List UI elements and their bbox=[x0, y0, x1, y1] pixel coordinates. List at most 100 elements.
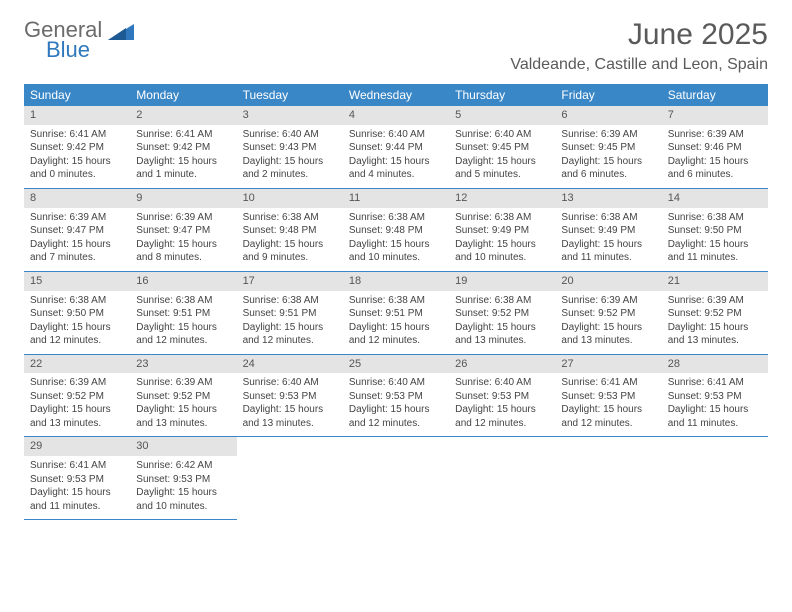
daylight-line: Daylight: 15 hours and 10 minutes. bbox=[455, 238, 549, 265]
day-body: Sunrise: 6:38 AMSunset: 9:52 PMDaylight:… bbox=[449, 294, 555, 348]
sunset-line: Sunset: 9:53 PM bbox=[243, 390, 337, 404]
day-cell: 24Sunrise: 6:40 AMSunset: 9:53 PMDayligh… bbox=[237, 355, 343, 438]
day-number: 19 bbox=[449, 272, 555, 291]
sunset-line: Sunset: 9:48 PM bbox=[349, 224, 443, 238]
day-body: Sunrise: 6:41 AMSunset: 9:53 PMDaylight:… bbox=[24, 459, 130, 513]
day-body: Sunrise: 6:40 AMSunset: 9:53 PMDaylight:… bbox=[449, 376, 555, 430]
day-cell: 6Sunrise: 6:39 AMSunset: 9:45 PMDaylight… bbox=[555, 106, 661, 189]
daylight-line: Daylight: 15 hours and 11 minutes. bbox=[668, 403, 762, 430]
sunrise-line: Sunrise: 6:38 AM bbox=[455, 294, 549, 308]
day-number: 11 bbox=[343, 189, 449, 208]
day-cell: 7Sunrise: 6:39 AMSunset: 9:46 PMDaylight… bbox=[662, 106, 768, 189]
sunrise-line: Sunrise: 6:41 AM bbox=[668, 376, 762, 390]
sunset-line: Sunset: 9:45 PM bbox=[455, 141, 549, 155]
sunset-line: Sunset: 9:52 PM bbox=[668, 307, 762, 321]
day-cell bbox=[555, 437, 661, 520]
daylight-line: Daylight: 15 hours and 5 minutes. bbox=[455, 155, 549, 182]
sunset-line: Sunset: 9:49 PM bbox=[561, 224, 655, 238]
daylight-line: Daylight: 15 hours and 11 minutes. bbox=[561, 238, 655, 265]
sunrise-line: Sunrise: 6:39 AM bbox=[668, 294, 762, 308]
daylight-line: Daylight: 15 hours and 7 minutes. bbox=[30, 238, 124, 265]
day-body: Sunrise: 6:39 AMSunset: 9:52 PMDaylight:… bbox=[24, 376, 130, 430]
day-number: 1 bbox=[24, 106, 130, 125]
sunset-line: Sunset: 9:47 PM bbox=[136, 224, 230, 238]
sunset-line: Sunset: 9:45 PM bbox=[561, 141, 655, 155]
day-cell: 28 Sunrise: 6:41 AMSunset: 9:53 PMDayligh… bbox=[662, 355, 768, 438]
sunset-line: Sunset: 9:52 PM bbox=[30, 390, 124, 404]
sunset-line: Sunset: 9:48 PM bbox=[243, 224, 337, 238]
daylight-line: Daylight: 15 hours and 10 minutes. bbox=[349, 238, 443, 265]
daylight-line: Daylight: 15 hours and 2 minutes. bbox=[243, 155, 337, 182]
daylight-line: Daylight: 15 hours and 12 minutes. bbox=[349, 321, 443, 348]
sunrise-line: Sunrise: 6:39 AM bbox=[561, 294, 655, 308]
day-body: Sunrise: 6:38 AMSunset: 9:48 PMDaylight:… bbox=[343, 211, 449, 265]
day-cell: 26Sunrise: 6:40 AMSunset: 9:53 PMDayligh… bbox=[449, 355, 555, 438]
day-cell bbox=[343, 437, 449, 520]
day-body: Sunrise: 6:41 AMSunset: 9:53 PMDaylight:… bbox=[662, 376, 768, 430]
sunrise-line: Sunrise: 6:38 AM bbox=[668, 211, 762, 225]
sunset-line: Sunset: 9:53 PM bbox=[668, 390, 762, 404]
sunrise-line: Sunrise: 6:38 AM bbox=[349, 294, 443, 308]
sunrise-line: Sunrise: 6:41 AM bbox=[30, 459, 124, 473]
sunset-line: Sunset: 9:50 PM bbox=[30, 307, 124, 321]
day-cell: 27Sunrise: 6:41 AMSunset: 9:53 PMDayligh… bbox=[555, 355, 661, 438]
daylight-line: Daylight: 15 hours and 13 minutes. bbox=[455, 321, 549, 348]
sunrise-line: Sunrise: 6:40 AM bbox=[455, 376, 549, 390]
day-body: Sunrise: 6:40 AMSunset: 9:43 PMDaylight:… bbox=[237, 128, 343, 182]
location: Valdeande, Castille and Leon, Spain bbox=[510, 56, 768, 74]
day-number: 14 bbox=[662, 189, 768, 208]
day-number: 16 bbox=[130, 272, 236, 291]
sunset-line: Sunset: 9:49 PM bbox=[455, 224, 549, 238]
day-body: Sunrise: 6:42 AMSunset: 9:53 PMDaylight:… bbox=[130, 459, 236, 513]
day-cell: 18Sunrise: 6:38 AMSunset: 9:51 PMDayligh… bbox=[343, 272, 449, 355]
day-cell: 8Sunrise: 6:39 AMSunset: 9:47 PMDaylight… bbox=[24, 189, 130, 272]
day-cell bbox=[449, 437, 555, 520]
day-header: Wednesday bbox=[343, 84, 449, 106]
day-body: Sunrise: 6:38 AMSunset: 9:50 PMDaylight:… bbox=[24, 294, 130, 348]
day-number: 30 bbox=[130, 437, 236, 456]
sunset-line: Sunset: 9:46 PM bbox=[668, 141, 762, 155]
sunrise-line: Sunrise: 6:39 AM bbox=[30, 376, 124, 390]
day-number: 3 bbox=[237, 106, 343, 125]
daylight-line: Daylight: 15 hours and 12 minutes. bbox=[30, 321, 124, 348]
logo: General Blue bbox=[24, 18, 134, 61]
sunrise-line: Sunrise: 6:40 AM bbox=[243, 128, 337, 142]
day-body: Sunrise: 6:39 AMSunset: 9:45 PMDaylight:… bbox=[555, 128, 661, 182]
sunrise-line: Sunrise: 6:39 AM bbox=[561, 128, 655, 142]
sunset-line: Sunset: 9:51 PM bbox=[243, 307, 337, 321]
calendar-grid: SundayMondayTuesdayWednesdayThursdayFrid… bbox=[24, 84, 768, 520]
day-body: Sunrise: 6:38 AMSunset: 9:51 PMDaylight:… bbox=[237, 294, 343, 348]
sunset-line: Sunset: 9:42 PM bbox=[30, 141, 124, 155]
day-body: Sunrise: 6:40 AMSunset: 9:53 PMDaylight:… bbox=[237, 376, 343, 430]
day-header: Saturday bbox=[662, 84, 768, 106]
daylight-line: Daylight: 15 hours and 6 minutes. bbox=[668, 155, 762, 182]
sunrise-line: Sunrise: 6:38 AM bbox=[243, 294, 337, 308]
day-cell: 16Sunrise: 6:38 AMSunset: 9:51 PMDayligh… bbox=[130, 272, 236, 355]
day-header: Thursday bbox=[449, 84, 555, 106]
day-cell: 30 Sunrise: 6:42 AMSunset: 9:53 PMDayligh… bbox=[130, 437, 236, 520]
day-number: 21 bbox=[662, 272, 768, 291]
day-number: 28 bbox=[662, 355, 768, 374]
sunrise-line: Sunrise: 6:39 AM bbox=[136, 211, 230, 225]
daylight-line: Daylight: 15 hours and 12 minutes. bbox=[455, 403, 549, 430]
sunset-line: Sunset: 9:47 PM bbox=[30, 224, 124, 238]
sunrise-line: Sunrise: 6:41 AM bbox=[136, 128, 230, 142]
day-body: Sunrise: 6:38 AMSunset: 9:49 PMDaylight:… bbox=[555, 211, 661, 265]
day-header: Tuesday bbox=[237, 84, 343, 106]
day-number: 9 bbox=[130, 189, 236, 208]
sunrise-line: Sunrise: 6:40 AM bbox=[243, 376, 337, 390]
month-title: June 2025 bbox=[510, 18, 768, 52]
day-body: Sunrise: 6:39 AMSunset: 9:47 PMDaylight:… bbox=[130, 211, 236, 265]
day-number: 22 bbox=[24, 355, 130, 374]
day-body: Sunrise: 6:39 AMSunset: 9:52 PMDaylight:… bbox=[130, 376, 236, 430]
daylight-line: Daylight: 15 hours and 4 minutes. bbox=[349, 155, 443, 182]
day-cell: 14 Sunrise: 6:38 AMSunset: 9:50 PMDayligh… bbox=[662, 189, 768, 272]
daylight-line: Daylight: 15 hours and 6 minutes. bbox=[561, 155, 655, 182]
daylight-line: Daylight: 15 hours and 13 minutes. bbox=[136, 403, 230, 430]
day-number: 5 bbox=[449, 106, 555, 125]
day-cell: 5Sunrise: 6:40 AMSunset: 9:45 PMDaylight… bbox=[449, 106, 555, 189]
day-body: Sunrise: 6:38 AMSunset: 9:50 PMDaylight:… bbox=[662, 211, 768, 265]
day-number: 23 bbox=[130, 355, 236, 374]
logo-text-block: General Blue bbox=[24, 18, 102, 61]
daylight-line: Daylight: 15 hours and 11 minutes. bbox=[668, 238, 762, 265]
